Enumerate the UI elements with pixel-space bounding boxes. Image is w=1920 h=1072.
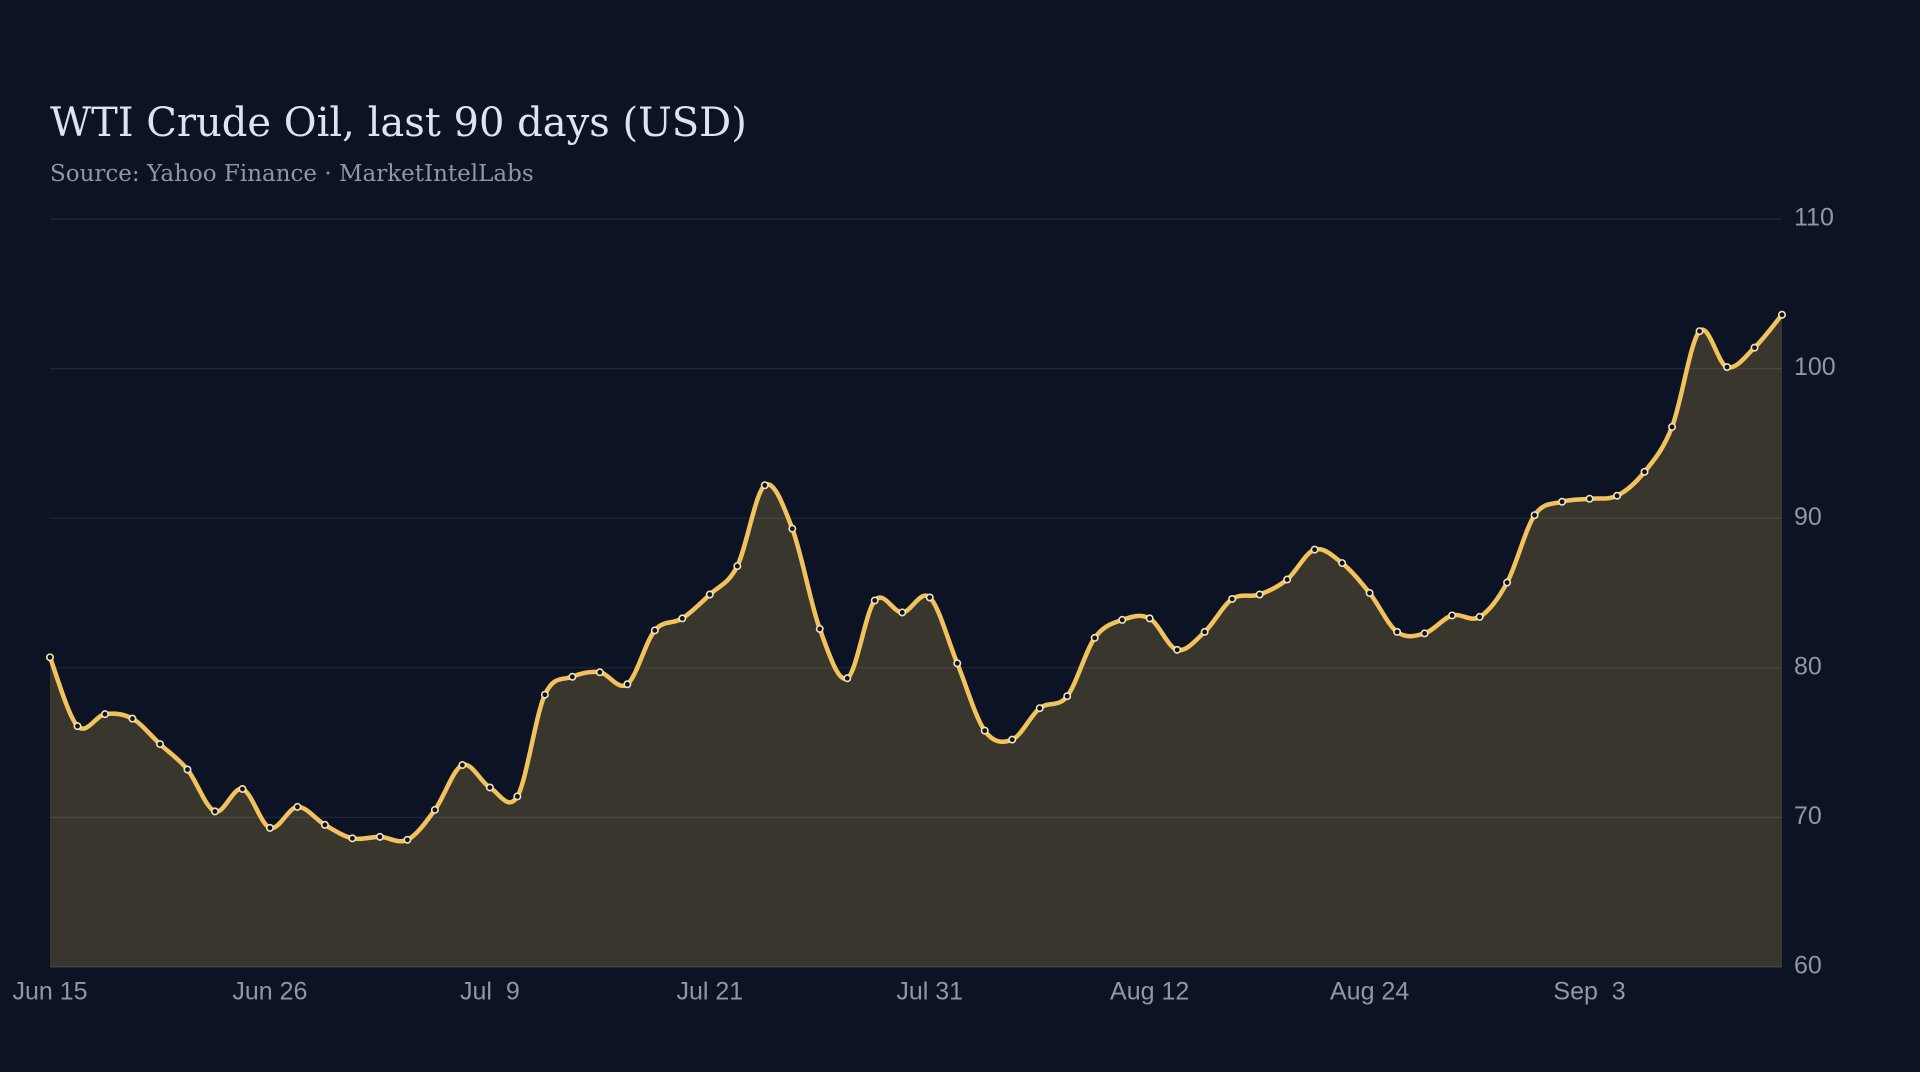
point: [1558, 497, 1567, 506]
point: [1228, 594, 1237, 603]
line: [47, 313, 1784, 844]
point: [925, 593, 934, 602]
y-tick-label: 60: [1794, 952, 1822, 980]
point: [100, 710, 109, 719]
point: [705, 590, 714, 599]
point: [1365, 588, 1374, 597]
y-tick-label: 90: [1794, 503, 1822, 531]
point: [1008, 735, 1017, 744]
x-tick-label: Sep 3: [1553, 978, 1625, 1006]
point: [1448, 611, 1457, 620]
point: [1640, 467, 1649, 476]
x-tick-label: Jun 26: [232, 978, 307, 1006]
point: [155, 740, 164, 749]
point: [1503, 578, 1512, 587]
point: [1778, 310, 1787, 319]
point: [1173, 645, 1182, 654]
point: [1338, 559, 1347, 568]
point: [403, 835, 412, 844]
point: [1283, 575, 1292, 584]
point: [870, 596, 879, 605]
point: [1530, 511, 1539, 520]
chart-subtitle: Source: Yahoo Finance · MarketIntelLabs: [50, 161, 534, 187]
point: [1063, 692, 1072, 701]
point: [815, 624, 824, 633]
x-tick-label: Aug 12: [1110, 978, 1189, 1006]
chart-title: WTI Crude Oil, last 90 days (USD): [50, 100, 747, 146]
point: [1750, 343, 1759, 352]
point: [45, 653, 54, 662]
point: [1090, 633, 1099, 642]
point: [1145, 614, 1154, 623]
y-tick-label: 100: [1794, 353, 1836, 381]
x-tick-label: Jun 15: [12, 978, 87, 1006]
point: [1668, 422, 1677, 431]
x-tick-label: Aug 24: [1330, 978, 1409, 1006]
point: [843, 674, 852, 683]
point: [265, 823, 274, 832]
point: [1475, 612, 1484, 621]
point: [348, 834, 357, 843]
point: [1723, 363, 1732, 372]
point: [595, 668, 604, 677]
point: [623, 680, 632, 689]
point: [678, 614, 687, 623]
point: [73, 722, 82, 731]
point: [568, 672, 577, 681]
point: [898, 608, 907, 617]
x-tick-label: Jul 21: [676, 978, 743, 1006]
point: [320, 820, 329, 829]
point: [485, 783, 494, 792]
point: [1200, 627, 1209, 636]
point: [1393, 627, 1402, 636]
y-tick-label: 80: [1794, 652, 1822, 680]
y-tick-label: 70: [1794, 802, 1822, 830]
point: [128, 714, 137, 723]
y-tick-label: 110: [1794, 204, 1834, 232]
point: [183, 765, 192, 774]
point: [788, 524, 797, 533]
area: [50, 314, 1782, 967]
point: [1585, 494, 1594, 503]
point: [1420, 629, 1429, 638]
point: [1255, 590, 1264, 599]
point: [1310, 545, 1319, 554]
point: [1118, 615, 1127, 624]
point: [953, 659, 962, 668]
x-tick-label: Jul 9: [460, 978, 520, 1006]
point: [513, 792, 522, 801]
point: [210, 807, 219, 816]
point: [238, 784, 247, 793]
x-tick-label: Jul 31: [896, 978, 963, 1006]
point: [980, 726, 989, 735]
point: [375, 832, 384, 841]
point: [1035, 704, 1044, 713]
point: [733, 562, 742, 571]
point: [650, 626, 659, 635]
point: [430, 805, 439, 814]
point: [458, 761, 467, 770]
point: [760, 481, 769, 490]
point: [293, 802, 302, 811]
point: [1613, 491, 1622, 500]
point: [540, 690, 549, 699]
point: [1695, 327, 1704, 336]
